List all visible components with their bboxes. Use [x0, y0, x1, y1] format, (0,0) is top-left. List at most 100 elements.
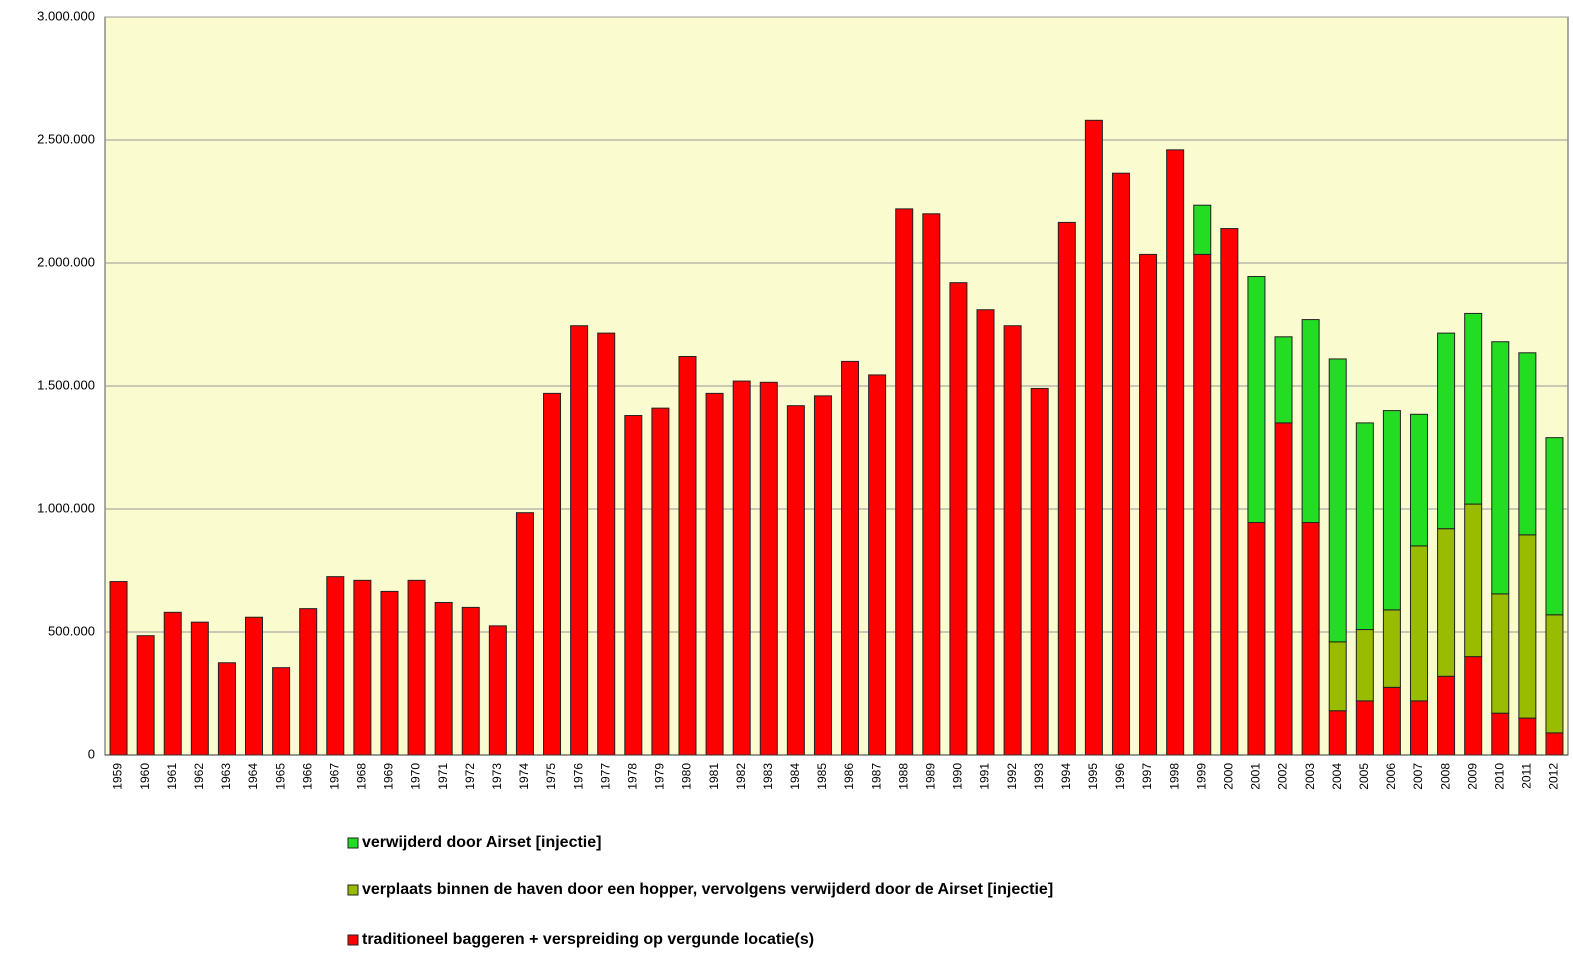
x-tick-label: 1986: [842, 763, 856, 790]
x-tick-label: 1970: [409, 763, 423, 790]
bar: [786, 405, 805, 756]
bar: [976, 309, 995, 756]
x-tick-label: 2007: [1411, 763, 1425, 790]
bar: [543, 392, 562, 756]
bar: [326, 576, 345, 756]
bar: [1111, 172, 1130, 756]
x-tick-label: 1995: [1086, 763, 1100, 790]
bar: [1328, 641, 1347, 712]
bar: [705, 392, 724, 756]
bar: [1491, 712, 1510, 756]
y-tick-label: 0: [88, 746, 95, 761]
x-tick-label: 1988: [896, 763, 910, 790]
bar: [922, 213, 941, 756]
x-tick-label: 1972: [463, 763, 477, 790]
bar: [407, 579, 426, 756]
bar: [515, 512, 534, 756]
bar: [1247, 276, 1266, 524]
y-tick-label: 1.500.000: [37, 377, 95, 392]
bar: [434, 601, 453, 756]
x-tick-label: 1974: [517, 763, 531, 790]
y-tick-label: 2.000.000: [37, 254, 95, 269]
bar: [1409, 545, 1428, 702]
bar: [1437, 675, 1456, 756]
bar: [1193, 204, 1212, 255]
legend-label: verwijderd door Airset [injectie]: [362, 834, 601, 851]
bar: [217, 662, 236, 756]
bar: [1409, 413, 1428, 547]
legend-swatch: [347, 837, 359, 849]
bar: [299, 608, 318, 756]
x-tick-label: 2009: [1465, 763, 1479, 790]
bar: [1355, 422, 1374, 631]
bar: [895, 208, 914, 756]
y-tick-label: 2.500.000: [37, 131, 95, 146]
bar: [1437, 528, 1456, 677]
bar: [1437, 332, 1456, 530]
bar: [1464, 656, 1483, 756]
legend-swatch: [347, 884, 359, 896]
x-tick-label: 1963: [219, 763, 233, 790]
bar: [651, 407, 670, 756]
x-tick-label: 2006: [1384, 763, 1398, 790]
bar: [353, 579, 372, 756]
bar: [1084, 119, 1103, 756]
bar: [1139, 253, 1158, 756]
x-tick-label: 2011: [1520, 763, 1534, 789]
bar: [841, 360, 860, 756]
x-tick-label: 1973: [490, 763, 504, 790]
bar: [1193, 253, 1212, 756]
bar: [1328, 710, 1347, 756]
x-tick-label: 1967: [327, 763, 341, 790]
bar: [570, 325, 589, 756]
bar: [1518, 534, 1537, 719]
bar: [759, 381, 778, 756]
x-tick-label: 1992: [1005, 763, 1019, 790]
x-tick-label: 1959: [111, 763, 125, 790]
bar: [245, 616, 264, 756]
x-tick-label: 1989: [923, 763, 937, 790]
bar: [1382, 609, 1401, 688]
legend-label: traditioneel baggeren + verspreiding op …: [362, 931, 814, 948]
x-tick-label: 1980: [680, 763, 694, 790]
x-tick-label: 2008: [1438, 763, 1452, 790]
x-tick-label: 1966: [300, 763, 314, 790]
x-tick-label: 1991: [978, 763, 992, 790]
x-tick-label: 2004: [1330, 763, 1344, 790]
y-tick-label: 500.000: [48, 623, 95, 638]
y-tick-label: 1.000.000: [37, 500, 95, 515]
bar: [624, 415, 643, 756]
bar: [1057, 221, 1076, 756]
bar: [1274, 336, 1293, 424]
bar: [813, 395, 832, 756]
x-tick-label: 1975: [544, 763, 558, 790]
bar: [1518, 352, 1537, 536]
x-tick-label: 1996: [1113, 763, 1127, 790]
bar: [1409, 700, 1428, 756]
x-tick-label: 2012: [1547, 763, 1561, 790]
x-tick-label: 2010: [1492, 763, 1506, 790]
x-tick-label: 1962: [192, 763, 206, 790]
bar: [1030, 387, 1049, 756]
x-tick-label: 1998: [1167, 763, 1181, 790]
x-tick-label: 1990: [951, 763, 965, 790]
bar: [1491, 341, 1510, 595]
bar: [1220, 228, 1239, 756]
x-tick-label: 1978: [625, 763, 639, 790]
x-tick-label: 1979: [653, 763, 667, 790]
bar: [1247, 522, 1266, 756]
bar: [1518, 717, 1537, 756]
bar: [1274, 422, 1293, 756]
bar: [1545, 437, 1564, 616]
bar: [190, 621, 209, 756]
x-tick-label: 1964: [246, 763, 260, 790]
bar: [1382, 410, 1401, 611]
bar: [1464, 503, 1483, 658]
x-tick-label: 1993: [1032, 763, 1046, 790]
bar: [1166, 149, 1185, 756]
bar: [1355, 629, 1374, 702]
x-tick-label: 1977: [598, 763, 612, 790]
x-tick-label: 1999: [1194, 763, 1208, 790]
bar: [1545, 614, 1564, 734]
